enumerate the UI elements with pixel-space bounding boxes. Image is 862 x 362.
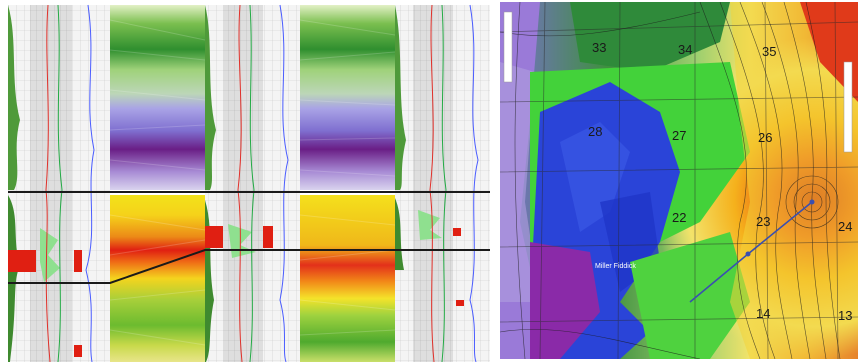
legend-bar-right — [843, 61, 853, 153]
correlation-fill-1-bottom — [110, 195, 205, 362]
well-marker — [745, 251, 751, 257]
map-well-label: Miller Fiddick — [595, 263, 636, 270]
section-label: 34 — [678, 42, 692, 57]
correlation-fill-2-top — [300, 5, 395, 190]
correlation-fill-2-bottom — [300, 195, 395, 362]
legend-bar-left — [503, 11, 513, 83]
well-log-1 — [8, 4, 110, 362]
section-label: 27 — [672, 128, 686, 143]
section-label: 35 — [762, 44, 776, 59]
section-label: 13 — [838, 308, 852, 323]
section-label: 26 — [758, 130, 772, 145]
horizon-lines — [8, 191, 490, 284]
cross-section-panel — [8, 4, 490, 362]
section-label: 23 — [756, 214, 770, 229]
contour-lines — [500, 2, 841, 359]
well-marker — [809, 199, 815, 205]
well-log-2 — [205, 4, 300, 362]
contour-map-panel: 33 34 35 28 27 26 22 23 24 14 13 Miller … — [500, 2, 858, 359]
section-labels: 33 34 35 28 27 26 22 23 24 14 13 — [588, 40, 852, 323]
section-grid — [500, 2, 858, 359]
section-label: 22 — [672, 210, 686, 225]
fill-streaks — [109, 19, 396, 346]
section-label: 28 — [588, 124, 602, 139]
section-label: 33 — [592, 40, 606, 55]
section-label: 14 — [756, 306, 770, 321]
correlation-fill-1-top — [110, 5, 205, 190]
section-label: 24 — [838, 219, 852, 234]
well-log-3 — [395, 4, 490, 362]
